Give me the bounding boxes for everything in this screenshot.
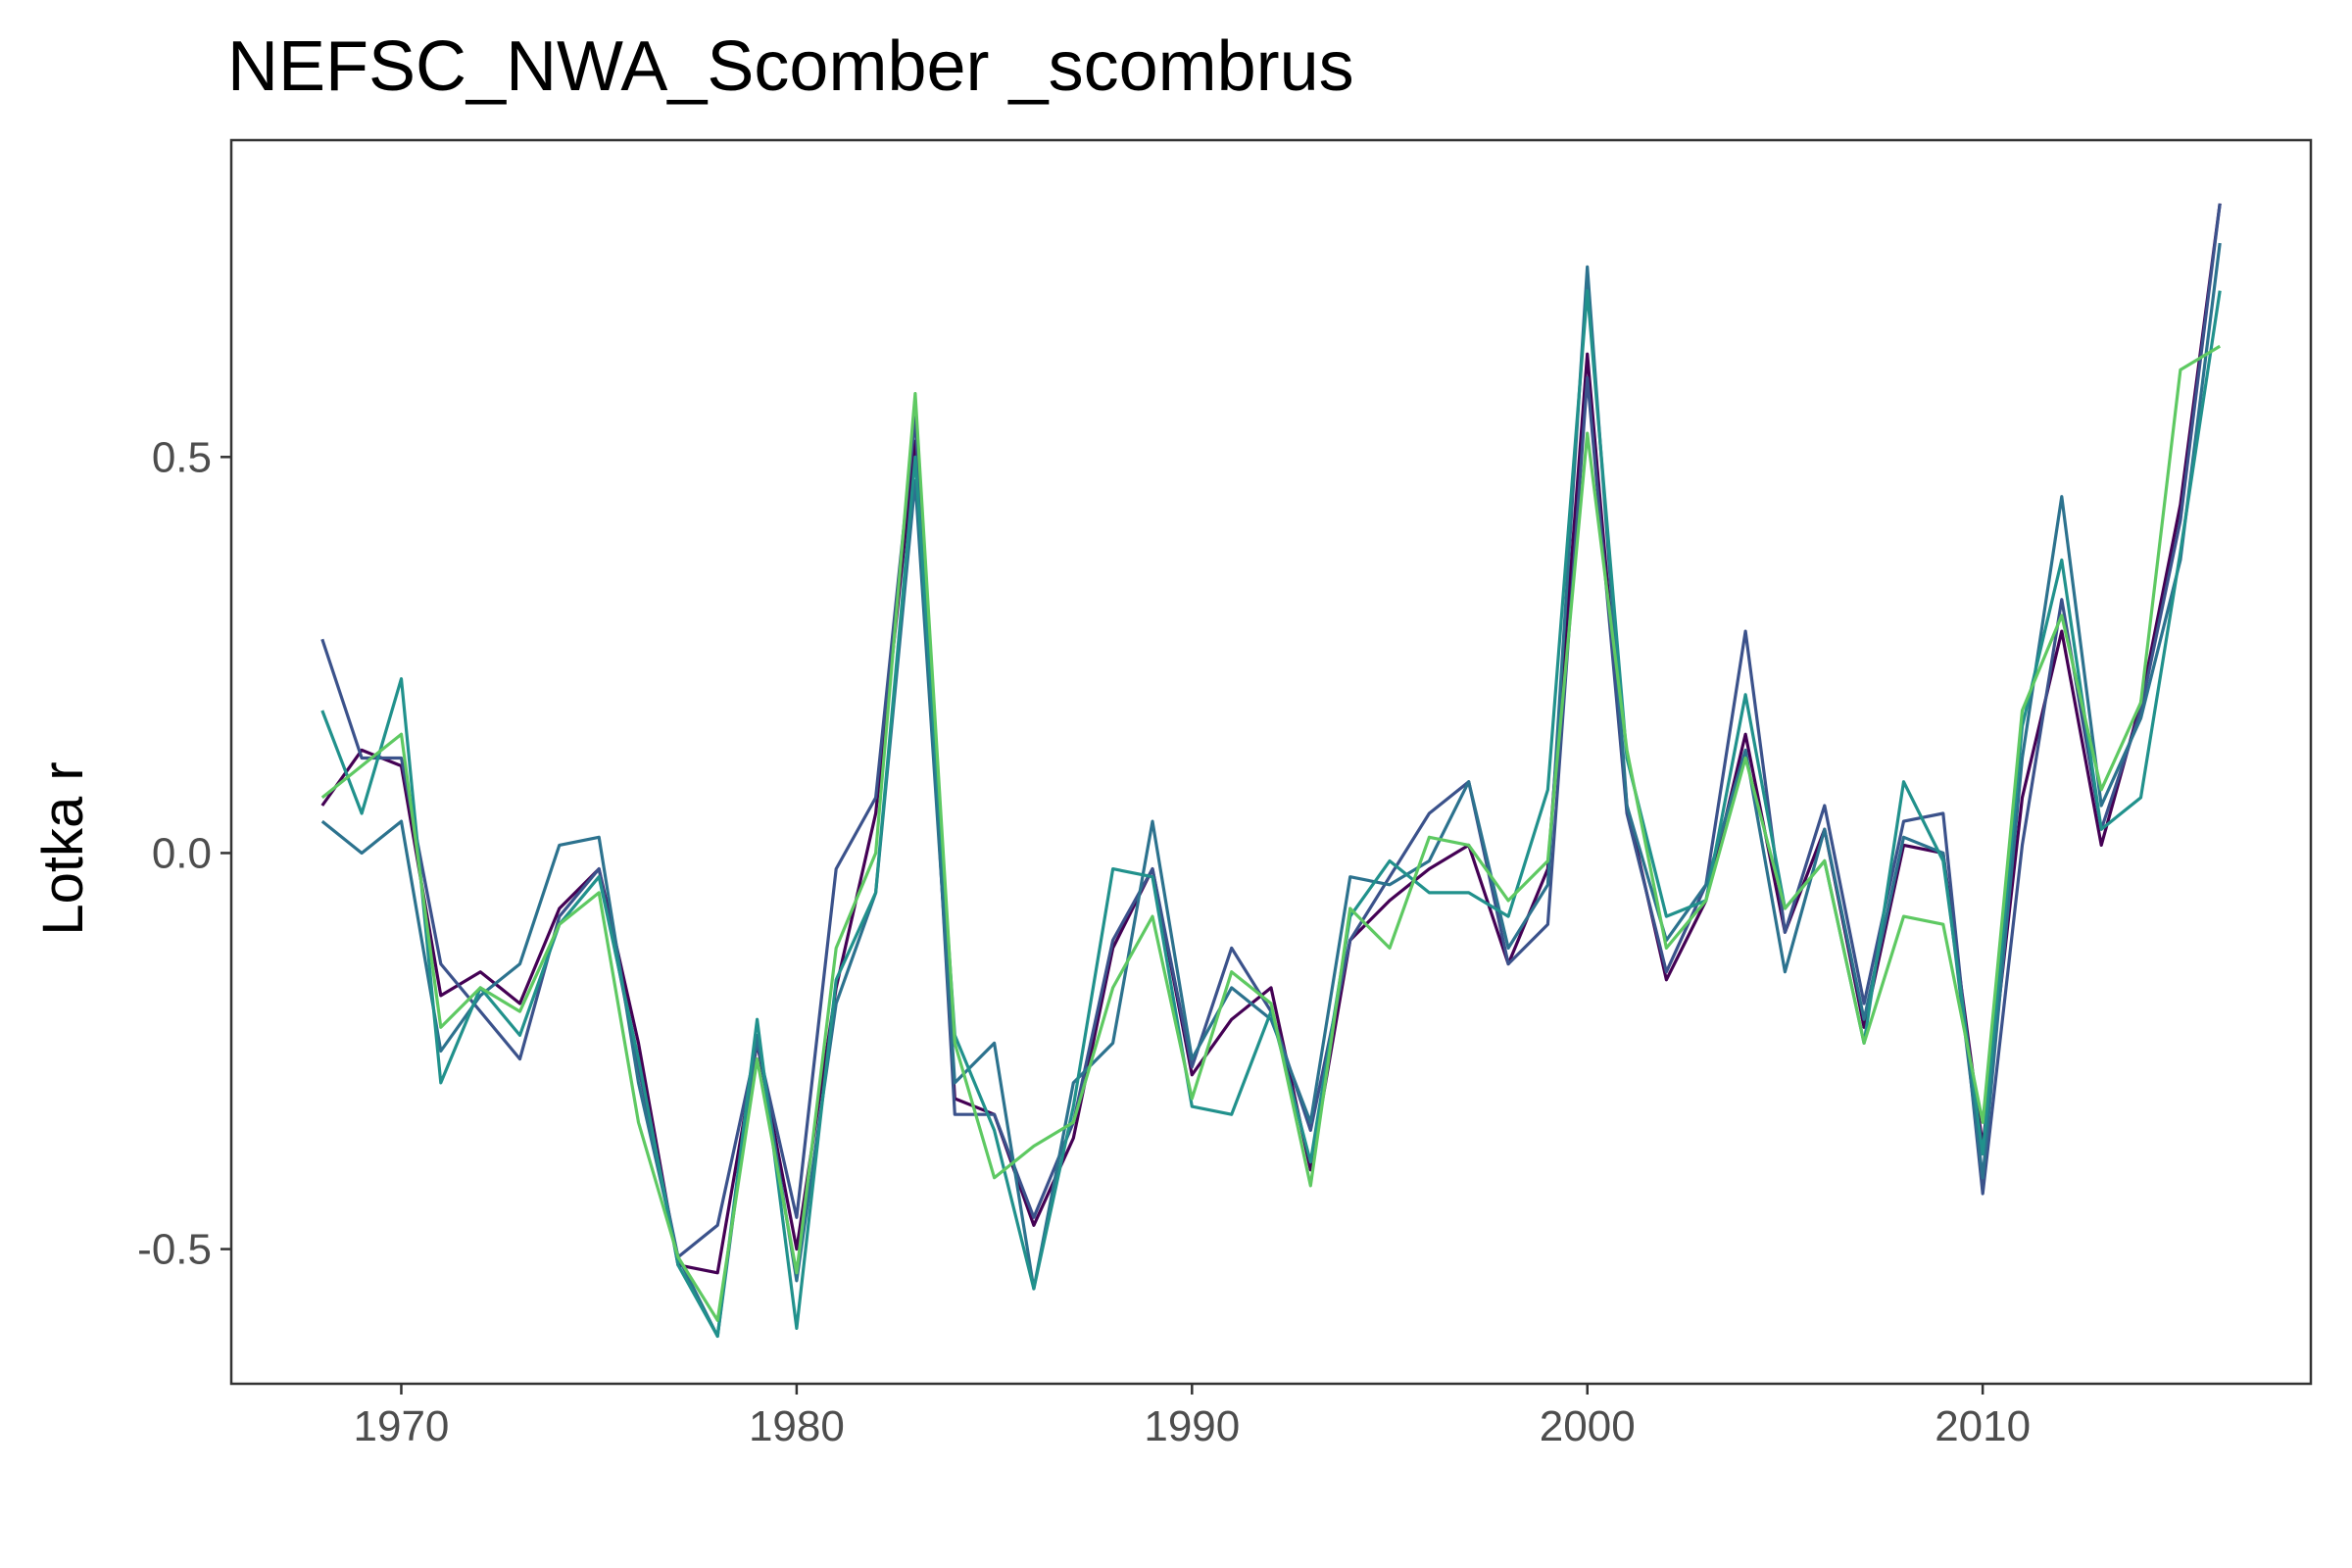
panel-border — [229, 138, 2313, 1386]
series-line-2 — [320, 203, 2222, 1259]
series-line-5 — [320, 344, 2222, 1322]
x-tick-label: 1970 — [354, 1402, 450, 1450]
series-line-1 — [320, 203, 2222, 1275]
x-tick-label: 1980 — [749, 1402, 845, 1450]
y-axis: -0.5 0.0 0.5 — [137, 433, 231, 1274]
x-tick-label: 1990 — [1144, 1402, 1240, 1450]
series-lines — [320, 203, 2222, 1339]
series-line-3 — [320, 242, 2222, 1339]
y-axis-label: Lotka r — [31, 761, 95, 935]
x-tick-label: 2010 — [1935, 1402, 2031, 1450]
y-tick-label: 0.0 — [152, 829, 212, 877]
chart-title: NEFSC_NWA_Scomber _scombrus — [227, 27, 1354, 106]
x-axis: 1970 1980 1990 2000 2010 — [354, 1384, 2031, 1450]
y-tick-label: 0.5 — [152, 433, 212, 481]
y-tick-label: -0.5 — [137, 1226, 212, 1274]
series-line-4 — [320, 289, 2222, 1339]
x-tick-label: 2000 — [1540, 1402, 1636, 1450]
plot-panel — [229, 138, 2313, 1386]
